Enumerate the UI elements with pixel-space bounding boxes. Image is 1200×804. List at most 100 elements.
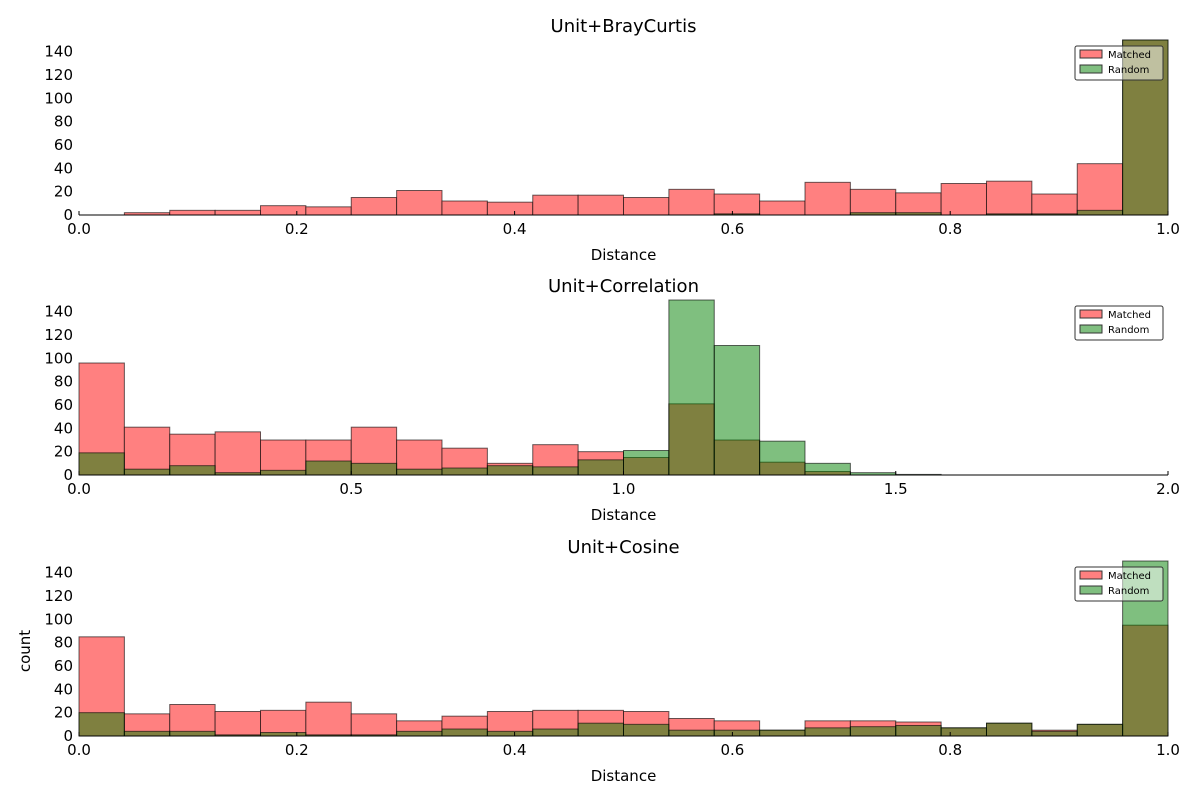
chart-title: Unit+Cosine [567,537,679,558]
legend-swatch-random [1079,324,1103,334]
y-tick-label: 0 [63,206,73,224]
bar [668,188,715,216]
bar [804,462,851,476]
bar [305,206,352,216]
bar [804,727,851,737]
bar [123,426,171,476]
bar [396,730,443,737]
bar [396,190,443,216]
bar [532,728,579,737]
bar [214,209,262,216]
legend-label-random: Random [1108,586,1149,597]
bar [396,468,443,476]
bar [713,729,761,737]
y-tick-label: 60 [54,657,73,675]
x-axis-label: Distance [591,767,657,785]
y-tick-label: 80 [54,634,73,652]
legend-swatch-matched [1079,49,1103,59]
panel-1: Unit+BrayCurtis 0.0 0.2 0.4 0.6 0.8 1.0 0 20 40 60… [44,16,1180,264]
bar [668,299,715,476]
legend-label-random: Random [1108,325,1149,336]
y-tick-label: 20 [54,704,73,722]
y-tick-label: 120 [44,66,73,84]
bar [1076,723,1124,737]
x-tick-label: 0.0 [67,480,91,498]
x-tick-label: 0.2 [285,741,309,759]
bar [350,462,398,476]
bar [623,450,670,476]
bar [849,726,897,737]
bar [350,713,398,737]
bar [486,730,534,737]
legend-swatch-matched [1079,309,1103,319]
bar [78,712,125,737]
x-tick-label: 1.5 [884,480,908,498]
y-tick-label: 100 [44,349,73,367]
bar [577,194,625,216]
y-tick-label: 100 [44,610,73,628]
bar [259,469,307,476]
y-tick-label: 40 [54,419,73,437]
bar [169,465,216,476]
series-matched [123,39,1169,216]
x-tick-label: 0.8 [938,220,962,238]
x-tick-label: 0.5 [339,480,363,498]
bar [895,192,942,216]
legend-label-matched: Matched [1108,310,1151,321]
bar [441,728,488,737]
bar [713,345,761,476]
bar [169,704,216,737]
bar [123,730,171,737]
x-tick-label: 0.2 [285,220,309,238]
legend-label-random: Random [1108,65,1149,76]
x-tick-label: 0.6 [720,220,744,238]
bar [940,727,987,737]
x-axis-label: Distance [591,246,657,264]
x-tick-label: 0.0 [67,741,91,759]
bar [214,711,262,737]
bar [1076,209,1124,216]
y-tick-label: 100 [44,89,73,107]
y-tick-label: 140 [44,564,73,582]
bar [486,201,534,216]
legend-swatch-matched [1079,570,1103,580]
x-tick-label: 1.0 [612,480,636,498]
bar [169,730,216,737]
x-tick-label: 0.0 [67,220,91,238]
x-tick-label: 0.8 [938,741,962,759]
y-tick-label: 0 [63,466,73,484]
bar [577,722,625,737]
bar [940,183,987,216]
bar [305,460,352,476]
bar [759,200,806,216]
bar [1076,163,1124,216]
y-tick-label: 0 [63,727,73,745]
bar [441,200,488,216]
bar [577,459,625,476]
bar [259,439,307,476]
legend-label-matched: Matched [1108,571,1151,582]
x-tick-label: 1.0 [1156,220,1180,238]
bar [849,188,897,216]
bar [532,194,579,216]
bar [123,468,171,476]
bar [1031,193,1078,216]
y-tick-label: 140 [44,43,73,61]
y-tick-label: 20 [54,443,73,461]
bar [985,722,1033,737]
bar [759,729,806,737]
bar [441,467,488,476]
x-tick-label: 0.4 [503,220,527,238]
bar [214,431,261,476]
bar [305,701,352,737]
x-axis-label: Distance [591,506,657,524]
bar [78,452,125,476]
panel-2: Unit+Correlation 0.0 0.5 1.0 1.5 2.0 0 20 40 60 80… [44,276,1180,524]
x-tick-label: 2.0 [1156,480,1180,498]
series-matched [78,624,1169,737]
bar [260,205,307,216]
y-tick-label: 140 [44,303,73,321]
y-tick-label: 40 [54,159,73,177]
